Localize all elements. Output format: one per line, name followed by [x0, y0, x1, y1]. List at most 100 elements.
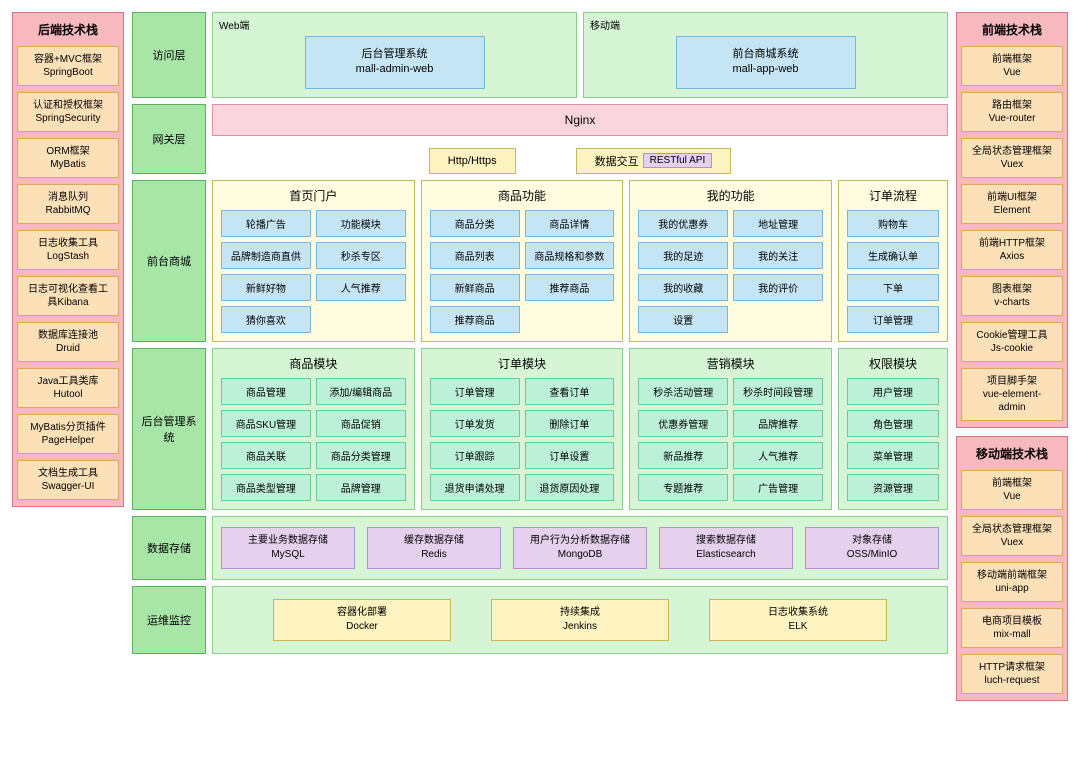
- chip: 地址管理: [733, 210, 823, 237]
- stack-item: ORM框架MyBatis: [17, 138, 119, 178]
- stack-item: 容器+MVC框架SpringBoot: [17, 46, 119, 86]
- chip: 商品类型管理: [221, 474, 311, 501]
- chip: 推荐商品: [430, 306, 520, 333]
- chip: 轮播广告: [221, 210, 311, 237]
- module-title: 订单模块: [430, 355, 615, 378]
- chip: 商品SKU管理: [221, 410, 311, 437]
- chip: 资源管理: [847, 474, 939, 501]
- stack-item: 路由框架Vue-router: [961, 92, 1063, 132]
- chip: 商品列表: [430, 242, 520, 269]
- chip: 新鲜商品: [430, 274, 520, 301]
- backend-mgmt-row: 后台管理系统 商品模块商品管理添加/编辑商品商品SKU管理商品促销商品关联商品分…: [132, 348, 948, 510]
- chip: 用户管理: [847, 378, 939, 405]
- layer-label-ops: 运维监控: [132, 586, 206, 654]
- chip: 菜单管理: [847, 442, 939, 469]
- stack-item: 消息队列RabbitMQ: [17, 184, 119, 224]
- chip: 商品规格和参数: [525, 242, 615, 269]
- ops-body-wrap: 容器化部署Docker 持续集成Jenkins 日志收集系统ELK: [212, 586, 948, 654]
- stack-item: 文档生成工具Swagger-UI: [17, 460, 119, 500]
- chip: 推荐商品: [525, 274, 615, 301]
- chip: 新鲜好物: [221, 274, 311, 301]
- module-title: 首页门户: [221, 187, 406, 210]
- frontend-stack: 前端技术栈 前端框架Vue路由框架Vue-router全局状态管理框架Vuex前…: [956, 12, 1068, 428]
- stack-item: HTTP请求框架luch-request: [961, 654, 1063, 694]
- module-group: 首页门户轮播广告功能模块品牌制造商直供秒杀专区新鲜好物人气推荐猜你喜欢: [212, 180, 415, 342]
- gateway-layer-row: 网关层 Nginx Http/Https 数据交互 RESTful API: [132, 104, 948, 174]
- storage-item: 用户行为分析数据存储MongoDB: [513, 527, 647, 569]
- module-title: 商品模块: [221, 355, 406, 378]
- layer-label-backend: 后台管理系统: [132, 348, 206, 510]
- chip: 我的关注: [733, 242, 823, 269]
- chip: 退货申请处理: [430, 474, 520, 501]
- chip: 品牌管理: [316, 474, 406, 501]
- storage-item: 缓存数据存储Redis: [367, 527, 501, 569]
- stack-item: 认证和授权框架SpringSecurity: [17, 92, 119, 132]
- stack-item: Cookie管理工具Js-cookie: [961, 322, 1063, 362]
- chip: 退货原因处理: [525, 474, 615, 501]
- module-title: 我的功能: [638, 187, 823, 210]
- stack-title: 移动端技术栈: [976, 443, 1048, 464]
- module-group: 商品功能商品分类商品详情商品列表商品规格和参数新鲜商品推荐商品推荐商品: [421, 180, 624, 342]
- storage-item: 主要业务数据存储MySQL: [221, 527, 355, 569]
- module-group: 权限模块用户管理角色管理菜单管理资源管理: [838, 348, 948, 510]
- front-mall-body: 首页门户轮播广告功能模块品牌制造商直供秒杀专区新鲜好物人气推荐猜你喜欢商品功能商…: [212, 180, 948, 342]
- chip: 优惠券管理: [638, 410, 728, 437]
- storage-panel: 主要业务数据存储MySQL 缓存数据存储Redis 用户行为分析数据存储MongoD…: [212, 516, 948, 580]
- app-web-box: 前台商城系统 mall-app-web: [676, 36, 856, 89]
- ops-item: 容器化部署Docker: [273, 599, 451, 641]
- ops-item: 日志收集系统ELK: [709, 599, 887, 641]
- chip: 人气推荐: [733, 442, 823, 469]
- right-column: 前端技术栈 前端框架Vue路由框架Vue-router全局状态管理框架Vuex前…: [956, 12, 1068, 701]
- chip: 商品管理: [221, 378, 311, 405]
- rest-pill: 数据交互 RESTful API: [576, 148, 732, 174]
- gateway-body: Nginx Http/Https 数据交互 RESTful API: [212, 104, 948, 174]
- nginx-bar: Nginx: [212, 104, 948, 136]
- layer-label-storage: 数据存储: [132, 516, 206, 580]
- stack-item: 图表框架v-charts: [961, 276, 1063, 316]
- chip: 商品促销: [316, 410, 406, 437]
- ops-item: 持续集成Jenkins: [491, 599, 669, 641]
- access-body: Web端 后台管理系统 mall-admin-web 移动端 前台商城系统 ma…: [212, 12, 948, 98]
- chip: 订单跟踪: [430, 442, 520, 469]
- chip: 品牌制造商直供: [221, 242, 311, 269]
- chip: 秒杀专区: [316, 242, 406, 269]
- chip: 添加/编辑商品: [316, 378, 406, 405]
- storage-body-wrap: 主要业务数据存储MySQL 缓存数据存储Redis 用户行为分析数据存储MongoD…: [212, 516, 948, 580]
- http-pill: Http/Https: [429, 148, 516, 174]
- chip: 秒杀活动管理: [638, 378, 728, 405]
- left-column: 后端技术栈 容器+MVC框架SpringBoot认证和授权框架SpringSec…: [12, 12, 124, 507]
- chip: 删除订单: [525, 410, 615, 437]
- layer-label-frontmall: 前台商城: [132, 180, 206, 342]
- storage-item: 搜索数据存储Elasticsearch: [659, 527, 793, 569]
- chip: 订单设置: [525, 442, 615, 469]
- module-group: 我的功能我的优惠券地址管理我的足迹我的关注我的收藏我的评价设置: [629, 180, 832, 342]
- chip: 专题推荐: [638, 474, 728, 501]
- chip: 商品关联: [221, 442, 311, 469]
- chip: 功能模块: [316, 210, 406, 237]
- stack-item: 日志收集工具LogStash: [17, 230, 119, 270]
- module-group: 订单模块订单管理查看订单订单发货删除订单订单跟踪订单设置退货申请处理退货原因处理: [421, 348, 624, 510]
- chip: 下单: [847, 274, 939, 301]
- layer-label-gateway: 网关层: [132, 104, 206, 174]
- restful-tag: RESTful API: [643, 153, 713, 168]
- web-panel: Web端 后台管理系统 mall-admin-web: [212, 12, 577, 98]
- chip: 广告管理: [733, 474, 823, 501]
- chip: 新品推荐: [638, 442, 728, 469]
- stack-item: 前端框架Vue: [961, 46, 1063, 86]
- stack-item: 前端HTTP框架Axios: [961, 230, 1063, 270]
- stack-item: 电商项目模板mix-mall: [961, 608, 1063, 648]
- stack-item: 全局状态管理框架Vuex: [961, 138, 1063, 178]
- module-title: 权限模块: [847, 355, 939, 378]
- access-layer-row: 访问层 Web端 后台管理系统 mall-admin-web 移动端 前台商城系…: [132, 12, 948, 98]
- center-column: 访问层 Web端 后台管理系统 mall-admin-web 移动端 前台商城系…: [132, 12, 948, 654]
- mobile-panel: 移动端 前台商城系统 mall-app-web: [583, 12, 948, 98]
- architecture-diagram: 后端技术栈 容器+MVC框架SpringBoot认证和授权框架SpringSec…: [12, 12, 1068, 701]
- chip: 我的优惠券: [638, 210, 728, 237]
- chip: 角色管理: [847, 410, 939, 437]
- stack-item: 前端UI框架Element: [961, 184, 1063, 224]
- chip: 我的足迹: [638, 242, 728, 269]
- chip: 订单管理: [430, 378, 520, 405]
- stack-item: MyBatis分页插件PageHelper: [17, 414, 119, 454]
- chip: 订单管理: [847, 306, 939, 333]
- chip: 人气推荐: [316, 274, 406, 301]
